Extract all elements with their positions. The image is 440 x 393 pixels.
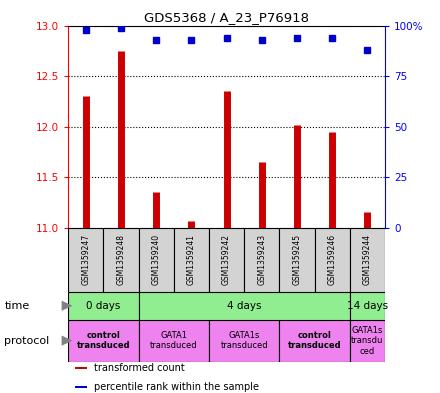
Text: GSM1359242: GSM1359242 — [222, 234, 231, 285]
Text: control
transduced: control transduced — [288, 331, 341, 350]
Text: GSM1359240: GSM1359240 — [152, 234, 161, 285]
Text: transformed count: transformed count — [94, 363, 184, 373]
Bar — [174, 228, 209, 292]
Text: GATA1s
transdu
ced: GATA1s transdu ced — [351, 326, 384, 356]
Text: percentile rank within the sample: percentile rank within the sample — [94, 382, 259, 392]
Bar — [68, 292, 139, 320]
Bar — [279, 320, 350, 362]
Text: GSM1359241: GSM1359241 — [187, 234, 196, 285]
Bar — [68, 320, 139, 362]
Text: GSM1359248: GSM1359248 — [117, 234, 125, 285]
Text: GSM1359246: GSM1359246 — [328, 234, 337, 285]
Text: protocol: protocol — [4, 336, 50, 345]
Text: GSM1359245: GSM1359245 — [293, 234, 301, 285]
Bar — [279, 228, 315, 292]
Title: GDS5368 / A_23_P76918: GDS5368 / A_23_P76918 — [144, 11, 309, 24]
Text: GATA1
transduced: GATA1 transduced — [150, 331, 198, 350]
Bar — [315, 228, 350, 292]
Text: time: time — [4, 301, 29, 311]
Text: GSM1359244: GSM1359244 — [363, 234, 372, 285]
Polygon shape — [62, 301, 73, 311]
Text: GSM1359243: GSM1359243 — [257, 234, 266, 285]
Bar — [103, 228, 139, 292]
Bar — [139, 292, 350, 320]
Bar — [68, 228, 103, 292]
Bar — [350, 292, 385, 320]
Bar — [244, 228, 279, 292]
Text: 4 days: 4 days — [227, 301, 261, 311]
Bar — [350, 320, 385, 362]
Text: 0 days: 0 days — [86, 301, 121, 311]
Text: control
transduced: control transduced — [77, 331, 130, 350]
Bar — [139, 228, 174, 292]
Text: 14 days: 14 days — [347, 301, 388, 311]
Bar — [350, 228, 385, 292]
Bar — [139, 320, 209, 362]
Bar — [209, 228, 244, 292]
Text: GSM1359247: GSM1359247 — [81, 234, 90, 285]
Polygon shape — [62, 336, 73, 346]
Bar — [74, 386, 87, 388]
Bar — [74, 367, 87, 369]
Bar — [209, 320, 279, 362]
Text: GATA1s
transduced: GATA1s transduced — [220, 331, 268, 350]
